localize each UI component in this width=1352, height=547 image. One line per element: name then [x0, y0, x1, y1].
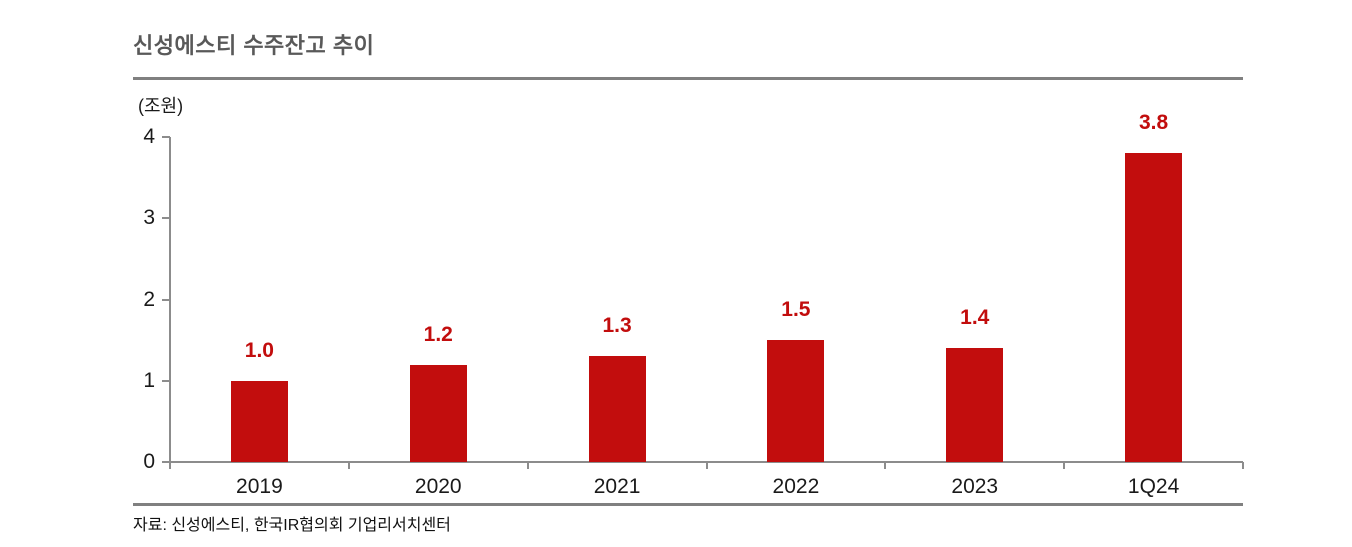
x-axis-tick: [347, 462, 350, 469]
x-axis-line: [162, 461, 1243, 463]
y-tick-label: 3: [143, 206, 155, 230]
y-axis-line: [169, 137, 171, 462]
y-axis-tick: [162, 461, 170, 463]
x-tick-label: 2019: [236, 475, 283, 498]
y-axis-tick: [162, 217, 170, 220]
y-tick-label: 0: [143, 450, 155, 473]
x-tick-label: 2022: [772, 475, 820, 498]
bar-value-label: 1.2: [423, 322, 453, 346]
bar-value-label: 3.8: [1138, 111, 1169, 135]
bar-value-label: 1.5: [781, 298, 811, 322]
bar-value-label: 1.4: [960, 306, 990, 330]
y-axis-tick: [162, 298, 170, 301]
x-axis-tick: [1242, 462, 1244, 469]
bar-value-label: 1.0: [244, 338, 274, 362]
bar-2023: [946, 348, 1004, 462]
bar-2021: [588, 356, 646, 462]
x-tick-label: 1Q24: [1127, 475, 1180, 498]
y-tick-label: 4: [143, 125, 155, 148]
x-axis-tick: [1063, 462, 1066, 469]
bar-2019: [230, 380, 288, 462]
bar-1Q24: [1125, 153, 1183, 462]
bar-2020: [409, 364, 467, 462]
y-tick-label: 1: [143, 368, 155, 392]
x-axis-tick: [884, 462, 887, 469]
x-tick-label: 2020: [414, 475, 462, 498]
x-tick-label: 2023: [951, 475, 999, 498]
y-axis-tick: [162, 379, 170, 382]
footer-divider: [133, 503, 1243, 506]
title-divider: [133, 77, 1243, 80]
bar-2022: [767, 340, 825, 462]
x-tick-label: 2021: [593, 475, 641, 498]
x-axis-tick: [705, 462, 708, 469]
y-axis-tick: [162, 136, 170, 138]
bar-value-label: 1.3: [602, 314, 632, 338]
chart-title: 신성에스티 수주잔고 추이: [133, 33, 375, 58]
source-note: 자료: 신성에스티, 한국IR협의회 기업리서치센터: [133, 517, 451, 534]
x-axis-tick: [169, 462, 171, 469]
x-axis-tick: [526, 462, 529, 469]
y-tick-label: 2: [143, 287, 155, 311]
y-axis-unit-label: (조원): [138, 96, 184, 116]
